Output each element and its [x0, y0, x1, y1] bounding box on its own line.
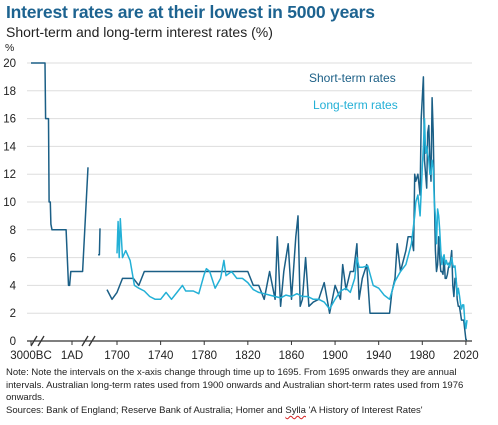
chart-title: Interest rates are at their lowest in 50… [6, 2, 375, 22]
x-tick-label: 1700 [104, 350, 130, 362]
y-tick-label: 20 [3, 58, 16, 70]
y-tick-label: 18 [3, 86, 16, 98]
y-tick-label: 6 [10, 253, 16, 265]
short-term-rates-line-seg1 [98, 228, 101, 256]
axis-break-mark [37, 335, 45, 347]
x-tick-label: 1820 [235, 350, 261, 362]
y-tick-label: 10 [3, 197, 16, 209]
x-tick-label: 1780 [191, 350, 217, 362]
x-tick-label: 1940 [366, 350, 392, 362]
grid-lines [27, 62, 472, 314]
short-term-rates-line-seg0 [31, 62, 89, 287]
y-tick-label: 12 [3, 169, 16, 181]
y-tick-label: 8 [10, 225, 16, 237]
y-tick-label: 16 [3, 114, 16, 126]
y-tick-label: 2 [10, 308, 16, 320]
legend: Short-term rates Long-term rates [309, 71, 398, 112]
y-tick-labels: 0 2 4 6 8 10 12 14 16 18 20% [3, 42, 16, 348]
legend-short-term: Short-term rates [309, 71, 396, 85]
y-tick-label: 0 [10, 336, 16, 348]
sources-text: Sources: Bank of England; Reserve Bank o… [6, 405, 496, 418]
x-tick-label: 1980 [409, 350, 435, 362]
chart-footnote: Note: Note the intervals on the x-axis c… [6, 367, 496, 417]
sources-author: Sylla [285, 404, 306, 416]
series-lines [31, 62, 468, 341]
x-tick-label: 3000BC [10, 350, 52, 362]
x-tick-label: 1860 [279, 350, 305, 362]
x-tick-label: 2020 [453, 350, 479, 362]
x-axis: 3000BC 1AD 1700 1740 1780 1820 1860 1900 1940 198… [10, 335, 479, 362]
axis-break-mark [88, 335, 96, 347]
axis-break-mark [30, 335, 38, 347]
note-text: Note: Note the intervals on the x-axis c… [6, 367, 464, 404]
x-tick-label: 1740 [148, 350, 174, 362]
sources-suffix: 'A History of Interest Rates' [305, 404, 423, 416]
chart-subtitle: Short-term and long-term interest rates … [6, 24, 273, 40]
short-term-rates-line-seg2 [106, 76, 467, 341]
long-term-rates-line-seg0 [116, 117, 468, 330]
axis-break-mark [81, 335, 89, 347]
sources-prefix: Sources: Bank of England; Reserve Bank o… [6, 404, 286, 416]
legend-long-term: Long-term rates [313, 98, 398, 112]
y-axis-unit: % [5, 42, 14, 54]
x-tick-label: 1AD [61, 350, 83, 362]
y-tick-label: 4 [10, 280, 17, 292]
x-tick-label: 1900 [322, 350, 348, 362]
y-tick-label: 14 [3, 141, 16, 153]
